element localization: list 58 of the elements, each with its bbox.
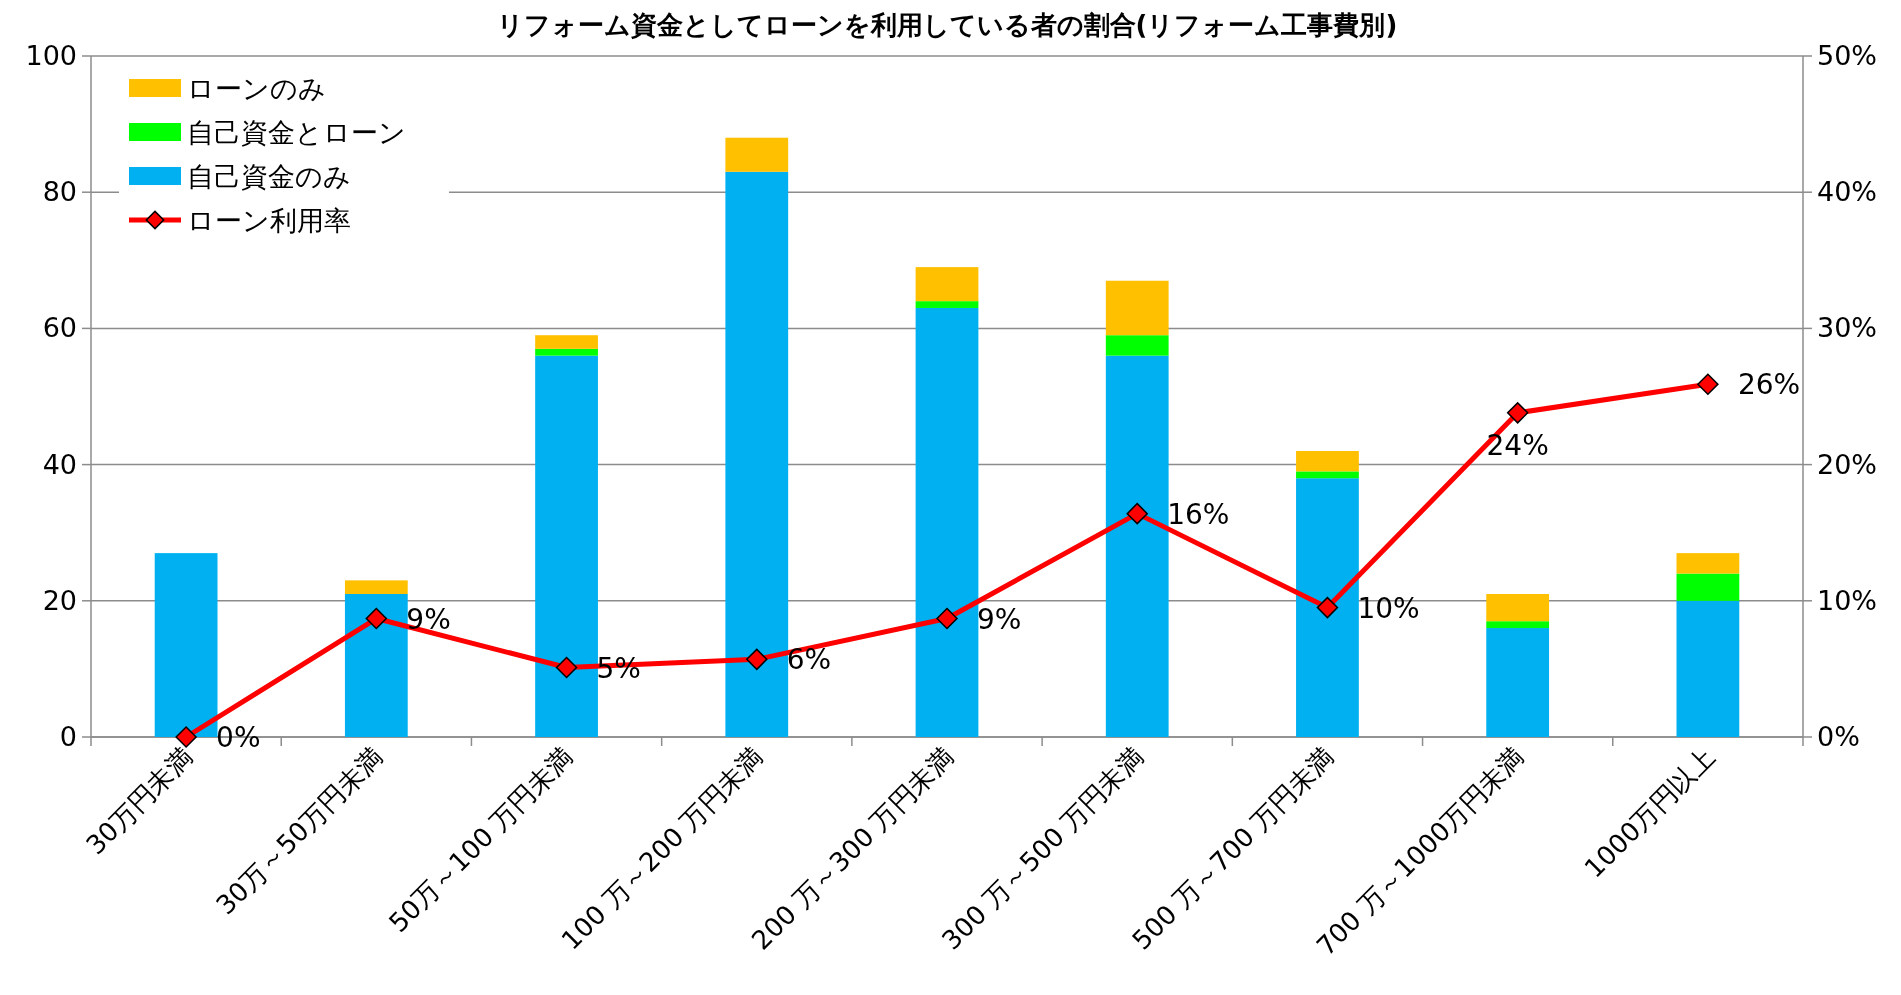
data-label: 16% (1167, 497, 1230, 531)
data-label: 9% (977, 602, 1022, 636)
y-tick-label: 100 (25, 40, 77, 71)
legend-label: 自己資金のみ (187, 161, 351, 192)
bar (535, 335, 598, 349)
bar (1296, 471, 1359, 479)
data-label: 0% (216, 721, 261, 754)
data-label: 9% (406, 602, 451, 636)
bar (915, 307, 979, 737)
y2-tick-label: 50% (1817, 40, 1878, 71)
bar (154, 553, 218, 737)
bar (344, 580, 408, 594)
point (1126, 502, 1148, 525)
y-tick-label: 40 (42, 448, 77, 480)
bar (344, 593, 408, 737)
bar (535, 355, 598, 737)
bar (1296, 450, 1359, 472)
point (746, 648, 768, 671)
bar (535, 348, 598, 356)
y2-tick-label: 30% (1817, 312, 1878, 344)
bar (1676, 600, 1740, 737)
y-tick-label: 80 (42, 176, 77, 208)
point (1506, 402, 1529, 424)
bar (1486, 621, 1550, 629)
bar (1676, 573, 1740, 601)
y2-tick-label: 10% (1817, 584, 1878, 616)
y-tick-label: 0 (59, 721, 77, 752)
x-tick-label: 30万円未満 (80, 742, 199, 861)
data-label: 6% (786, 643, 832, 677)
bar (1105, 280, 1169, 336)
bar (725, 137, 789, 172)
y2-tick-label: 20% (1817, 448, 1878, 480)
data-label: 26% (1737, 368, 1801, 402)
bar (1105, 335, 1169, 356)
bar (1676, 553, 1740, 574)
point (365, 607, 388, 630)
bar (725, 171, 789, 737)
legend-label: ローン利用率 (187, 205, 351, 236)
bar (1105, 355, 1169, 737)
point (936, 607, 958, 630)
y-tick-label: 20 (42, 584, 77, 616)
data-label: 10% (1357, 591, 1420, 625)
bar (1486, 593, 1550, 622)
point (175, 726, 197, 748)
bar (915, 267, 979, 302)
point (1316, 596, 1339, 619)
legend-label: ローンのみ (187, 73, 326, 104)
y-tick-label: 60 (42, 312, 77, 344)
legend-label: 自己資金とローン (187, 117, 406, 148)
point (555, 656, 578, 679)
bar (915, 301, 979, 308)
bar (1486, 628, 1550, 737)
y2-tick-label: 0% (1817, 721, 1860, 752)
bar (1296, 478, 1359, 737)
data-label: 24% (1486, 428, 1549, 462)
point (1697, 373, 1719, 395)
chart-title: リフォーム資金としてローンを利用している者の割合(リフォーム工事費別) (496, 10, 1398, 40)
y2-tick-label: 40% (1817, 176, 1878, 208)
